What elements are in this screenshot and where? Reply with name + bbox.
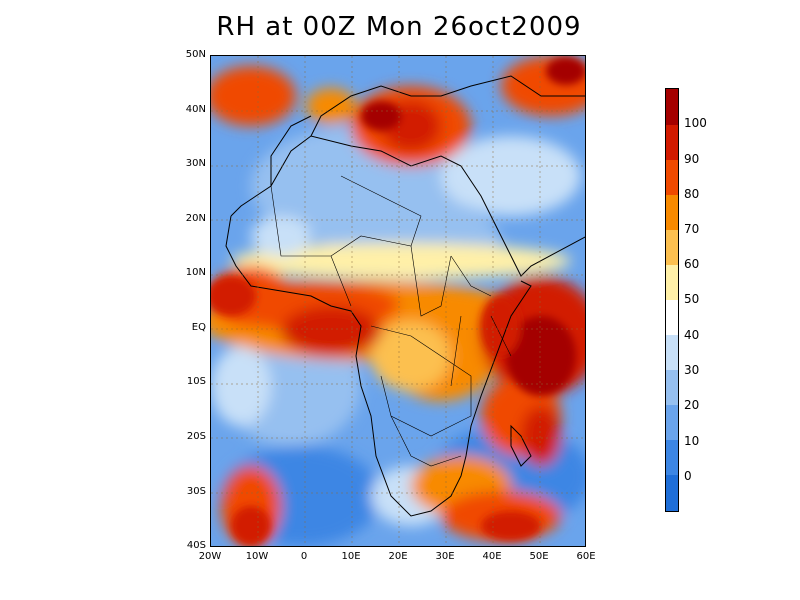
humidity-detail [211, 57, 585, 546]
lon-label-10w: 10W [245, 551, 269, 562]
chart-title: RH at 00Z Mon 26oct2009 [216, 12, 582, 42]
colorbar-label-70: 70 [684, 222, 700, 236]
colorbar-label-20: 20 [684, 398, 700, 412]
colorbar-label-90: 90 [684, 152, 700, 166]
lat-label-30n: 30N [185, 158, 206, 169]
colorbar-label-10: 10 [684, 434, 700, 448]
colorbar-swatch-2 [666, 125, 678, 160]
lat-label-10n: 10N [185, 267, 206, 278]
colorbar [665, 88, 679, 512]
colorbar-swatch-5 [666, 230, 678, 265]
lon-label-40e: 40E [482, 551, 502, 562]
colorbar-swatch-9 [666, 370, 678, 405]
colorbar-swatch-3 [666, 160, 678, 195]
lat-label-50n: 50N [185, 49, 206, 60]
colorbar-swatch-12 [666, 475, 678, 511]
lon-label-60e: 60E [576, 551, 596, 562]
colorbar-label-60: 60 [684, 257, 700, 271]
coastlines [225, 75, 585, 517]
lon-label-0: 0 [300, 551, 308, 562]
colorbar-swatch-11 [666, 440, 678, 475]
colorbar-label-30: 30 [684, 363, 700, 377]
lat-label-30s: 30S [186, 486, 206, 497]
colorbar-swatch-4 [666, 195, 678, 230]
colorbar-swatch-10 [666, 405, 678, 440]
lat-label-20s: 20S [186, 431, 206, 442]
colorbar-swatch-7 [666, 300, 678, 335]
colorbar-label-40: 40 [684, 328, 700, 342]
graticule [211, 56, 585, 546]
colorbar-label-50: 50 [684, 292, 700, 306]
lon-label-10e: 10E [341, 551, 361, 562]
lon-label-20e: 20E [388, 551, 408, 562]
colorbar-label-0: 0 [684, 469, 692, 483]
lat-label-20n: 20N [185, 213, 206, 224]
lat-label-eq: EQ [191, 322, 206, 333]
lat-label-10s: 10S [186, 376, 206, 387]
colorbar-swatch-8 [666, 335, 678, 370]
humidity-map [210, 55, 586, 547]
lon-label-20w: 20W [198, 551, 222, 562]
lat-label-40s: 40S [186, 540, 206, 551]
colorbar-label-100: 100 [684, 116, 707, 130]
colorbar-label-80: 80 [684, 187, 700, 201]
lon-label-50e: 50E [529, 551, 549, 562]
colorbar-swatch-6 [666, 265, 678, 300]
lat-label-40n: 40N [185, 104, 206, 115]
lon-label-30e: 30E [435, 551, 455, 562]
country-borders [270, 175, 512, 467]
colorbar-swatch-1 [666, 89, 678, 125]
